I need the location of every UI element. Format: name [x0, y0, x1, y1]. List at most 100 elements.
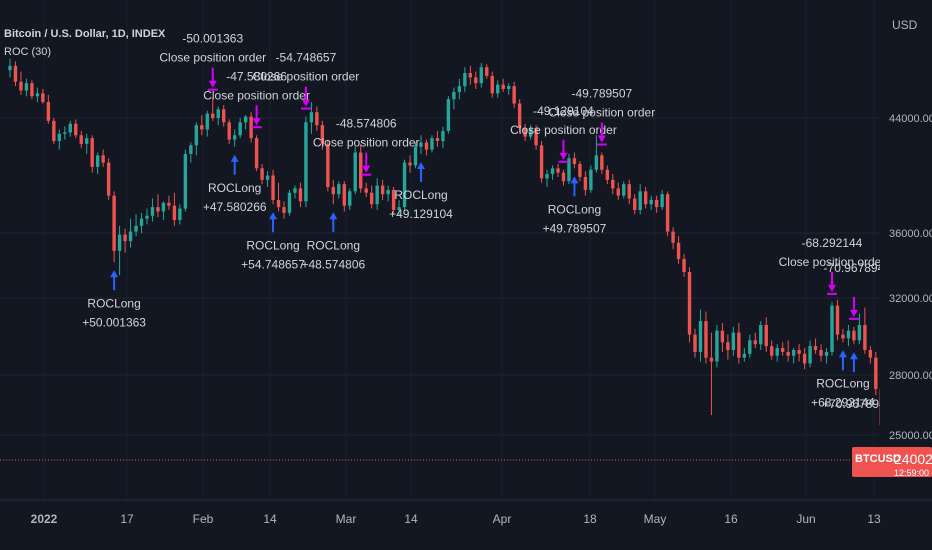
price-tag-symbol: BTCUSD: [855, 453, 901, 465]
x-tick-label: Mar: [336, 512, 357, 526]
long-profit-label: +49.789507: [543, 221, 607, 235]
y-tick-label: 32000.00: [889, 293, 932, 305]
candle-body: [775, 348, 779, 356]
close-label: Close position order: [548, 106, 655, 120]
x-tick-label: 17: [120, 512, 134, 526]
candle-body: [24, 83, 29, 91]
candle-body: [128, 231, 133, 242]
close-profit-label: -54.748657: [276, 51, 337, 65]
close-label: Close position order: [203, 88, 310, 102]
x-tick-label: May: [644, 512, 667, 526]
close-label: Close position order: [253, 70, 360, 84]
candle-body: [46, 102, 51, 121]
x-tick-label: 16: [724, 512, 738, 526]
candle-body: [35, 93, 40, 97]
candle-body: [145, 215, 149, 219]
candle-body: [649, 199, 653, 205]
long-profit-label: +49.129104: [389, 207, 453, 221]
candle-body: [419, 142, 423, 147]
candle-body: [139, 218, 144, 226]
candle-body: [309, 112, 314, 123]
long-arrow-head: [570, 176, 579, 184]
candle-body: [79, 135, 83, 144]
candle-body: [85, 138, 89, 144]
candle-body: [435, 138, 440, 141]
candle-body: [556, 168, 560, 173]
long-profit-label: +54.748657: [241, 257, 305, 271]
candle-body: [243, 116, 248, 123]
candle-body: [359, 152, 363, 189]
candle-body: [227, 122, 231, 140]
candle-body: [857, 324, 862, 341]
candle-body: [490, 75, 494, 94]
candle-body: [764, 324, 768, 347]
x-tick-label: Feb: [193, 512, 214, 526]
candle-body: [194, 125, 199, 146]
candle-body: [402, 162, 407, 208]
candle-body: [665, 194, 670, 232]
candle-body: [8, 65, 12, 71]
candle-body: [698, 321, 703, 352]
candle-body: [704, 321, 708, 358]
y-tick-label: 25000.00: [889, 430, 932, 442]
price-tag-timer: 12:59:00: [894, 468, 930, 478]
long-label: ROCLong: [394, 188, 447, 202]
candle-body: [441, 130, 445, 141]
candle-body: [189, 145, 193, 154]
close-profit-label: -48.574806: [336, 117, 397, 131]
close-arrow-head: [252, 118, 261, 126]
close-arrow-head: [828, 284, 836, 292]
price-tag-value: 24002.34: [894, 451, 932, 467]
candle-body: [150, 207, 155, 216]
x-tick-label: Jun: [796, 512, 815, 526]
candle-body: [567, 158, 571, 182]
close-label: Close position order: [510, 123, 617, 137]
candle-body: [874, 357, 878, 389]
candle-body: [474, 77, 478, 84]
long-arrow-head: [838, 350, 847, 358]
long-label: ROCLong: [307, 238, 360, 252]
y-tick-label: 28000.00: [889, 370, 932, 382]
candle-body: [770, 346, 774, 356]
candle-body: [550, 168, 555, 175]
close-arrow-head: [597, 135, 606, 143]
candle-body: [611, 179, 615, 189]
x-tick-label: 18: [583, 512, 597, 526]
candle-body: [57, 133, 62, 141]
close-arrow-head: [362, 165, 371, 173]
candle-body: [457, 86, 462, 92]
long-arrow-head: [849, 352, 858, 360]
candle-body: [846, 330, 851, 339]
candle-body: [117, 234, 122, 251]
long-label: ROCLong: [208, 181, 261, 195]
candle-body: [315, 112, 319, 126]
candle-body: [74, 123, 78, 136]
candle-body: [633, 198, 637, 210]
candle-body: [276, 199, 281, 208]
candle-body: [397, 207, 401, 210]
candle-body: [616, 188, 620, 196]
candle-body: [627, 184, 631, 199]
candle-body: [172, 205, 177, 221]
candle-body: [30, 83, 34, 97]
candle-body: [802, 353, 807, 364]
candle-body: [715, 330, 719, 362]
candle-body: [622, 184, 626, 196]
close-label: Close position order: [313, 136, 420, 150]
candle-body: [660, 194, 664, 208]
candle-body: [545, 174, 549, 179]
candle-body: [830, 305, 834, 352]
long-profit-label: +50.001363: [82, 315, 146, 329]
x-tick-label: 13: [867, 512, 881, 526]
candle-body: [572, 158, 577, 164]
candle-body: [413, 146, 418, 166]
candle-body: [304, 122, 308, 202]
candle-body: [167, 202, 171, 206]
candle-body: [654, 199, 659, 208]
candle-body: [506, 86, 511, 89]
candle-body: [13, 65, 18, 82]
candle-body: [446, 99, 451, 131]
candle-body: [298, 188, 303, 202]
